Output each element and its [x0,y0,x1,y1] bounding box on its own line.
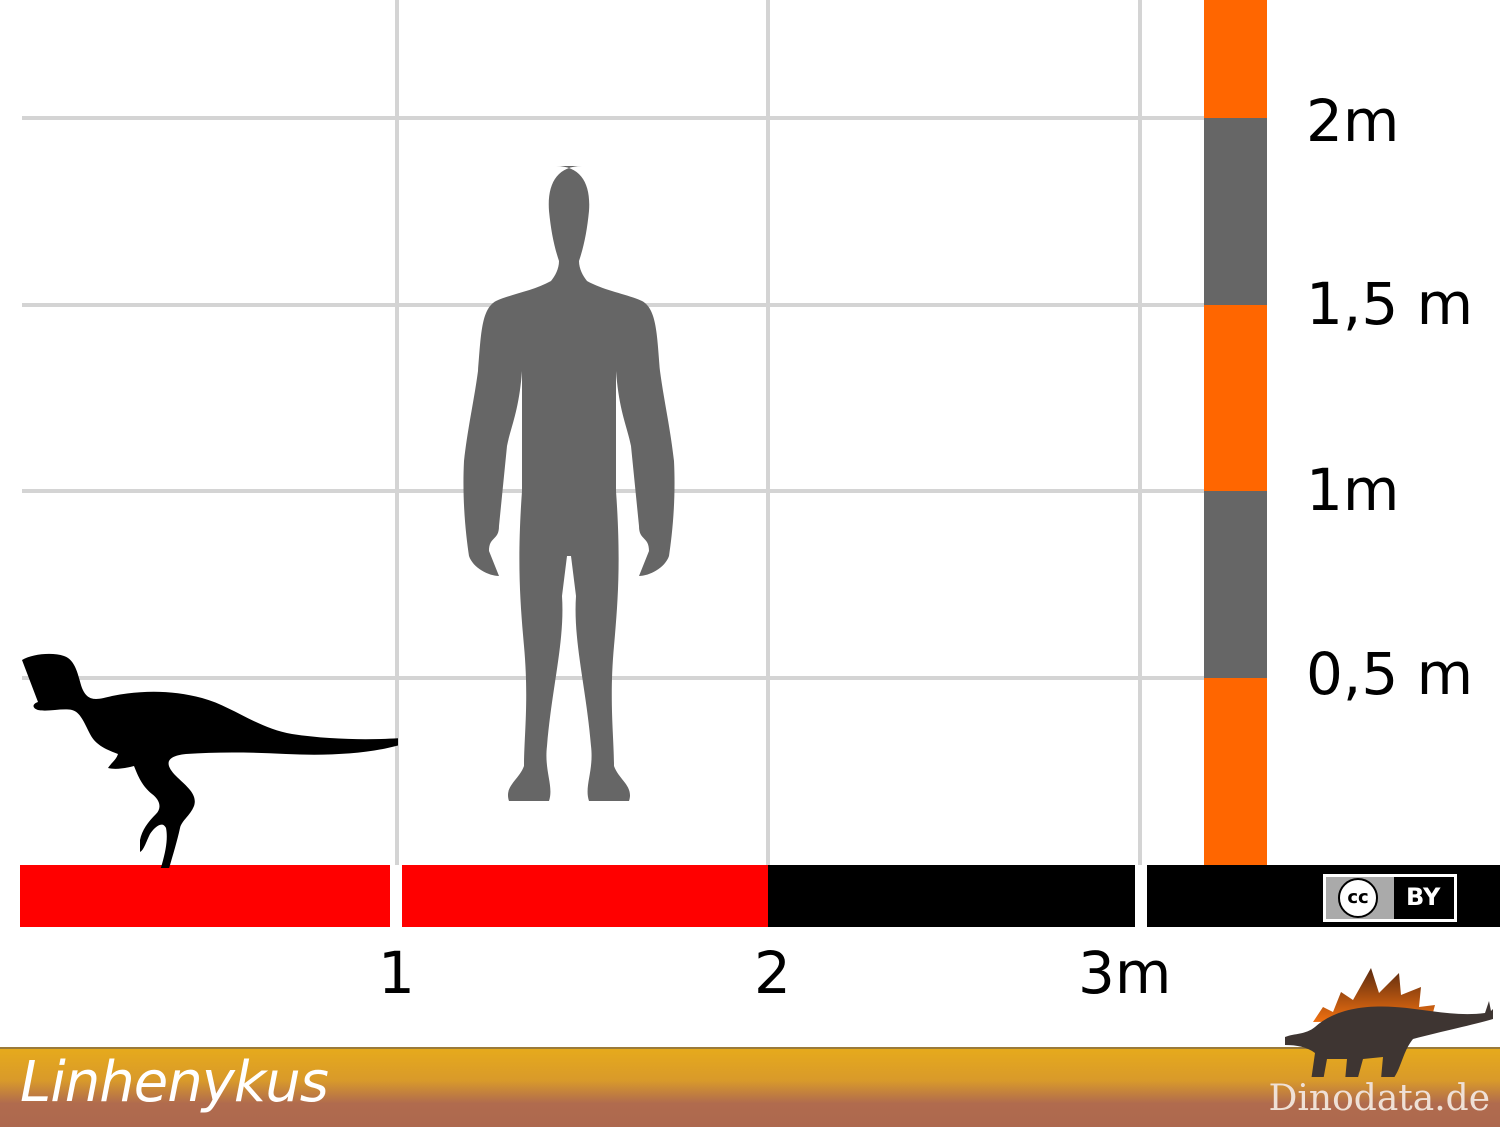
grid-line-vertical [1138,0,1142,865]
stegosaurus-logo [1285,968,1493,1077]
height-label-2m: 2m [1306,87,1400,155]
height-label-1-5m: 1,5 m [1306,270,1474,338]
cc-icon: cc [1338,878,1378,918]
grid-line-horizontal [22,676,1204,680]
species-title: Linhenykus [20,1050,329,1115]
length-label-2: 2 [754,939,791,1007]
brand-watermark: Dinodata.de [1268,1078,1490,1119]
length-label-3m: 3m [1078,939,1172,1007]
by-label: BY [1406,883,1441,911]
grid-line-horizontal [22,116,1204,120]
length-label-1: 1 [378,939,415,1007]
footer-band [0,1047,1500,1127]
height-label-0-5m: 0,5 m [1306,640,1474,708]
human-silhouette [463,166,675,801]
linhenykus-silhouette [22,653,398,868]
cc-by-license-badge: cc BY [1323,874,1457,922]
grid-line-vertical [766,0,770,865]
height-label-1m: 1m [1306,456,1400,524]
grid-line-vertical [395,0,399,865]
